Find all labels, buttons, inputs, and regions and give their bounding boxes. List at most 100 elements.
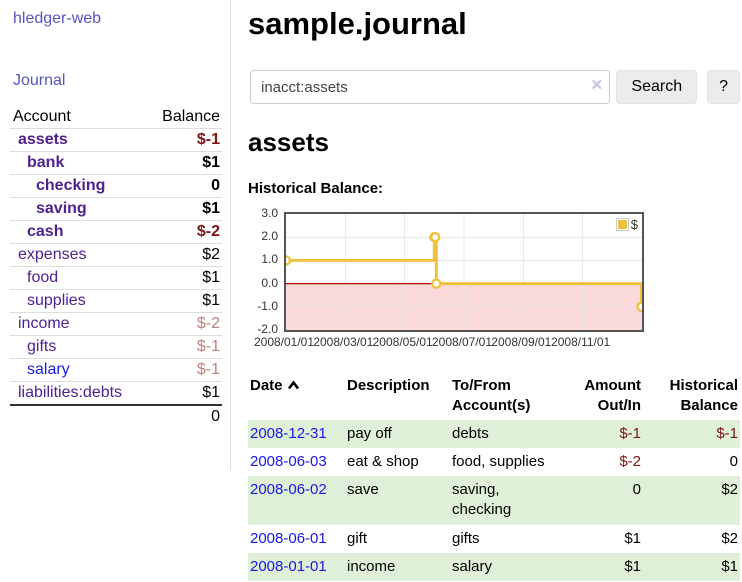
account-link-checking[interactable]: checking [36,177,106,194]
account-balance: 0 [147,174,222,198]
search-button[interactable]: Search [616,70,698,104]
transaction-row: 2008-12-31 pay off debts $-1 $-1 [248,419,740,448]
account-row: checking 0 [10,174,222,198]
main-content: sample.journal × Search ? assets Histori… [248,0,740,581]
account-balance: $1 [147,151,222,175]
account-row: income $-2 [10,312,222,336]
account-link-assets[interactable]: assets [18,131,68,148]
register-header-description: Description [345,373,450,420]
account-balance: $1 [147,381,222,405]
sort-asc-icon [287,380,299,390]
register-header-amount-out-in: Amount Out/In [558,373,643,420]
transaction-date-link[interactable]: 2008-06-01 [250,529,327,547]
register-header-date[interactable]: Date [248,373,345,420]
transaction-date-link[interactable]: 2008-06-03 [250,452,327,470]
account-row: assets $-1 [10,128,222,152]
account-link-supplies[interactable]: supplies [27,292,86,309]
account-row: cash $-2 [10,220,222,244]
account-link-salary[interactable]: salary [27,361,70,378]
account-link-gifts[interactable]: gifts [27,338,57,355]
account-link-food[interactable]: food [27,269,59,286]
account-balance: $1 [147,197,222,221]
account-link-liabilities-debts[interactable]: liabilities:debts [18,384,123,401]
transaction-accounts: debts [452,424,489,442]
clear-search-icon[interactable]: × [591,75,603,96]
transaction-date-link[interactable]: 2008-12-31 [250,424,327,442]
register-header-historical-balance: Historical Balance [643,373,740,420]
data-point [636,301,642,312]
transaction-accounts: gifts [452,529,480,547]
account-row: food $1 [10,266,222,290]
transaction-balance: 0 [729,452,738,470]
account-row: supplies $1 [10,289,222,313]
transaction-accounts: saving, checking [452,481,512,519]
page-title: sample.journal [248,6,467,41]
transaction-row: 2008-06-03 eat & shop food, supplies $-2 0 [248,448,740,476]
account-balance: $-2 [147,312,222,336]
transaction-description: income [347,557,396,575]
register-header-label: Amount Out/In [584,377,641,415]
transaction-amount: 0 [632,481,641,498]
transaction-balance: $2 [721,529,738,547]
legend-swatch-icon [615,218,629,231]
register-header-label: To/From Account(s) [452,377,531,415]
transaction-date-link[interactable]: 2008-01-01 [250,557,327,575]
accounts-table: Account Balance assets $-1 bank $1 checking 0… [10,106,222,428]
accounts-total-row: 0 [10,404,222,428]
register-header-to-from-account-s: To/From Account(s) [450,373,558,420]
y-axis-tick-label: 1.0 [261,252,278,267]
account-balance: $2 [147,243,222,267]
account-link-income[interactable]: income [18,315,70,332]
data-point [430,232,441,243]
account-link-saving[interactable]: saving [36,200,87,217]
account-row: liabilities:debts $1 [10,381,222,405]
account-row: expenses $2 [10,243,222,267]
transaction-balance: $1 [721,557,738,575]
data-point [286,255,292,266]
x-axis-tick-label: 2008/07/01 [431,335,493,349]
chart-title: Historical Balance: [248,180,384,197]
x-axis-tick-label: 2008/05/01 [372,335,433,349]
accounts-header-balance: Balance [162,108,220,125]
transaction-description: gift [347,529,368,547]
chart-plot-area: $ [284,212,644,332]
transaction-amount: $-2 [619,452,641,470]
register-header-label: Date [250,377,283,394]
transaction-row: 2008-06-01 gift gifts $1 $2 [248,525,740,553]
account-balance: $-1 [147,358,222,382]
data-point [431,278,442,289]
help-button[interactable]: ? [707,70,740,104]
accounts-header-row: Account Balance [10,106,222,129]
transaction-description: pay off [347,424,392,442]
register-header-row: Date Description To/From Account(s) Amount … [248,373,740,420]
transaction-balance: $-1 [716,424,738,442]
y-axis-tick-label: 3.0 [261,206,278,220]
account-balance: $1 [147,289,222,313]
account-link-cash[interactable]: cash [27,223,64,240]
y-axis-tick-label: -2.0 [257,322,278,336]
transaction-row: 2008-01-01 income salary $1 $1 [248,552,740,581]
y-axis-tick-label: 2.0 [261,229,278,244]
legend-label: $ [630,217,638,232]
account-row: gifts $-1 [10,335,222,359]
chart-canvas [286,214,642,330]
accounts-header-account: Account [13,108,71,125]
account-link-expenses[interactable]: expenses [18,246,87,263]
x-axis-tick-label: 2008/09/01 [491,335,552,349]
sidebar: hledger-web Journal Account Balance asse… [0,0,231,470]
transaction-amount: $1 [624,529,641,547]
x-axis-tick-label: 2008/03/01 [313,335,374,349]
account-row: salary $-1 [10,358,222,382]
transaction-description: save [347,481,379,498]
account-row: bank $1 [10,151,222,175]
search-input[interactable] [250,70,611,104]
register-table: Date Description To/From Account(s) Amount … [248,373,740,581]
app-title-link[interactable]: hledger-web [13,10,102,27]
transaction-accounts: salary [452,557,493,575]
historical-balance-chart[interactable]: 3.0 2.0 1.0 0.0 -1.0 -2.0 $ 2008/01/01 2008/03… [248,206,740,353]
search-form: × Search ? [250,70,740,104]
transaction-description: eat & shop [347,452,419,470]
account-link-bank[interactable]: bank [27,154,65,171]
transaction-date-link[interactable]: 2008-06-02 [250,481,327,498]
nav-journal-link[interactable]: Journal [13,72,66,89]
